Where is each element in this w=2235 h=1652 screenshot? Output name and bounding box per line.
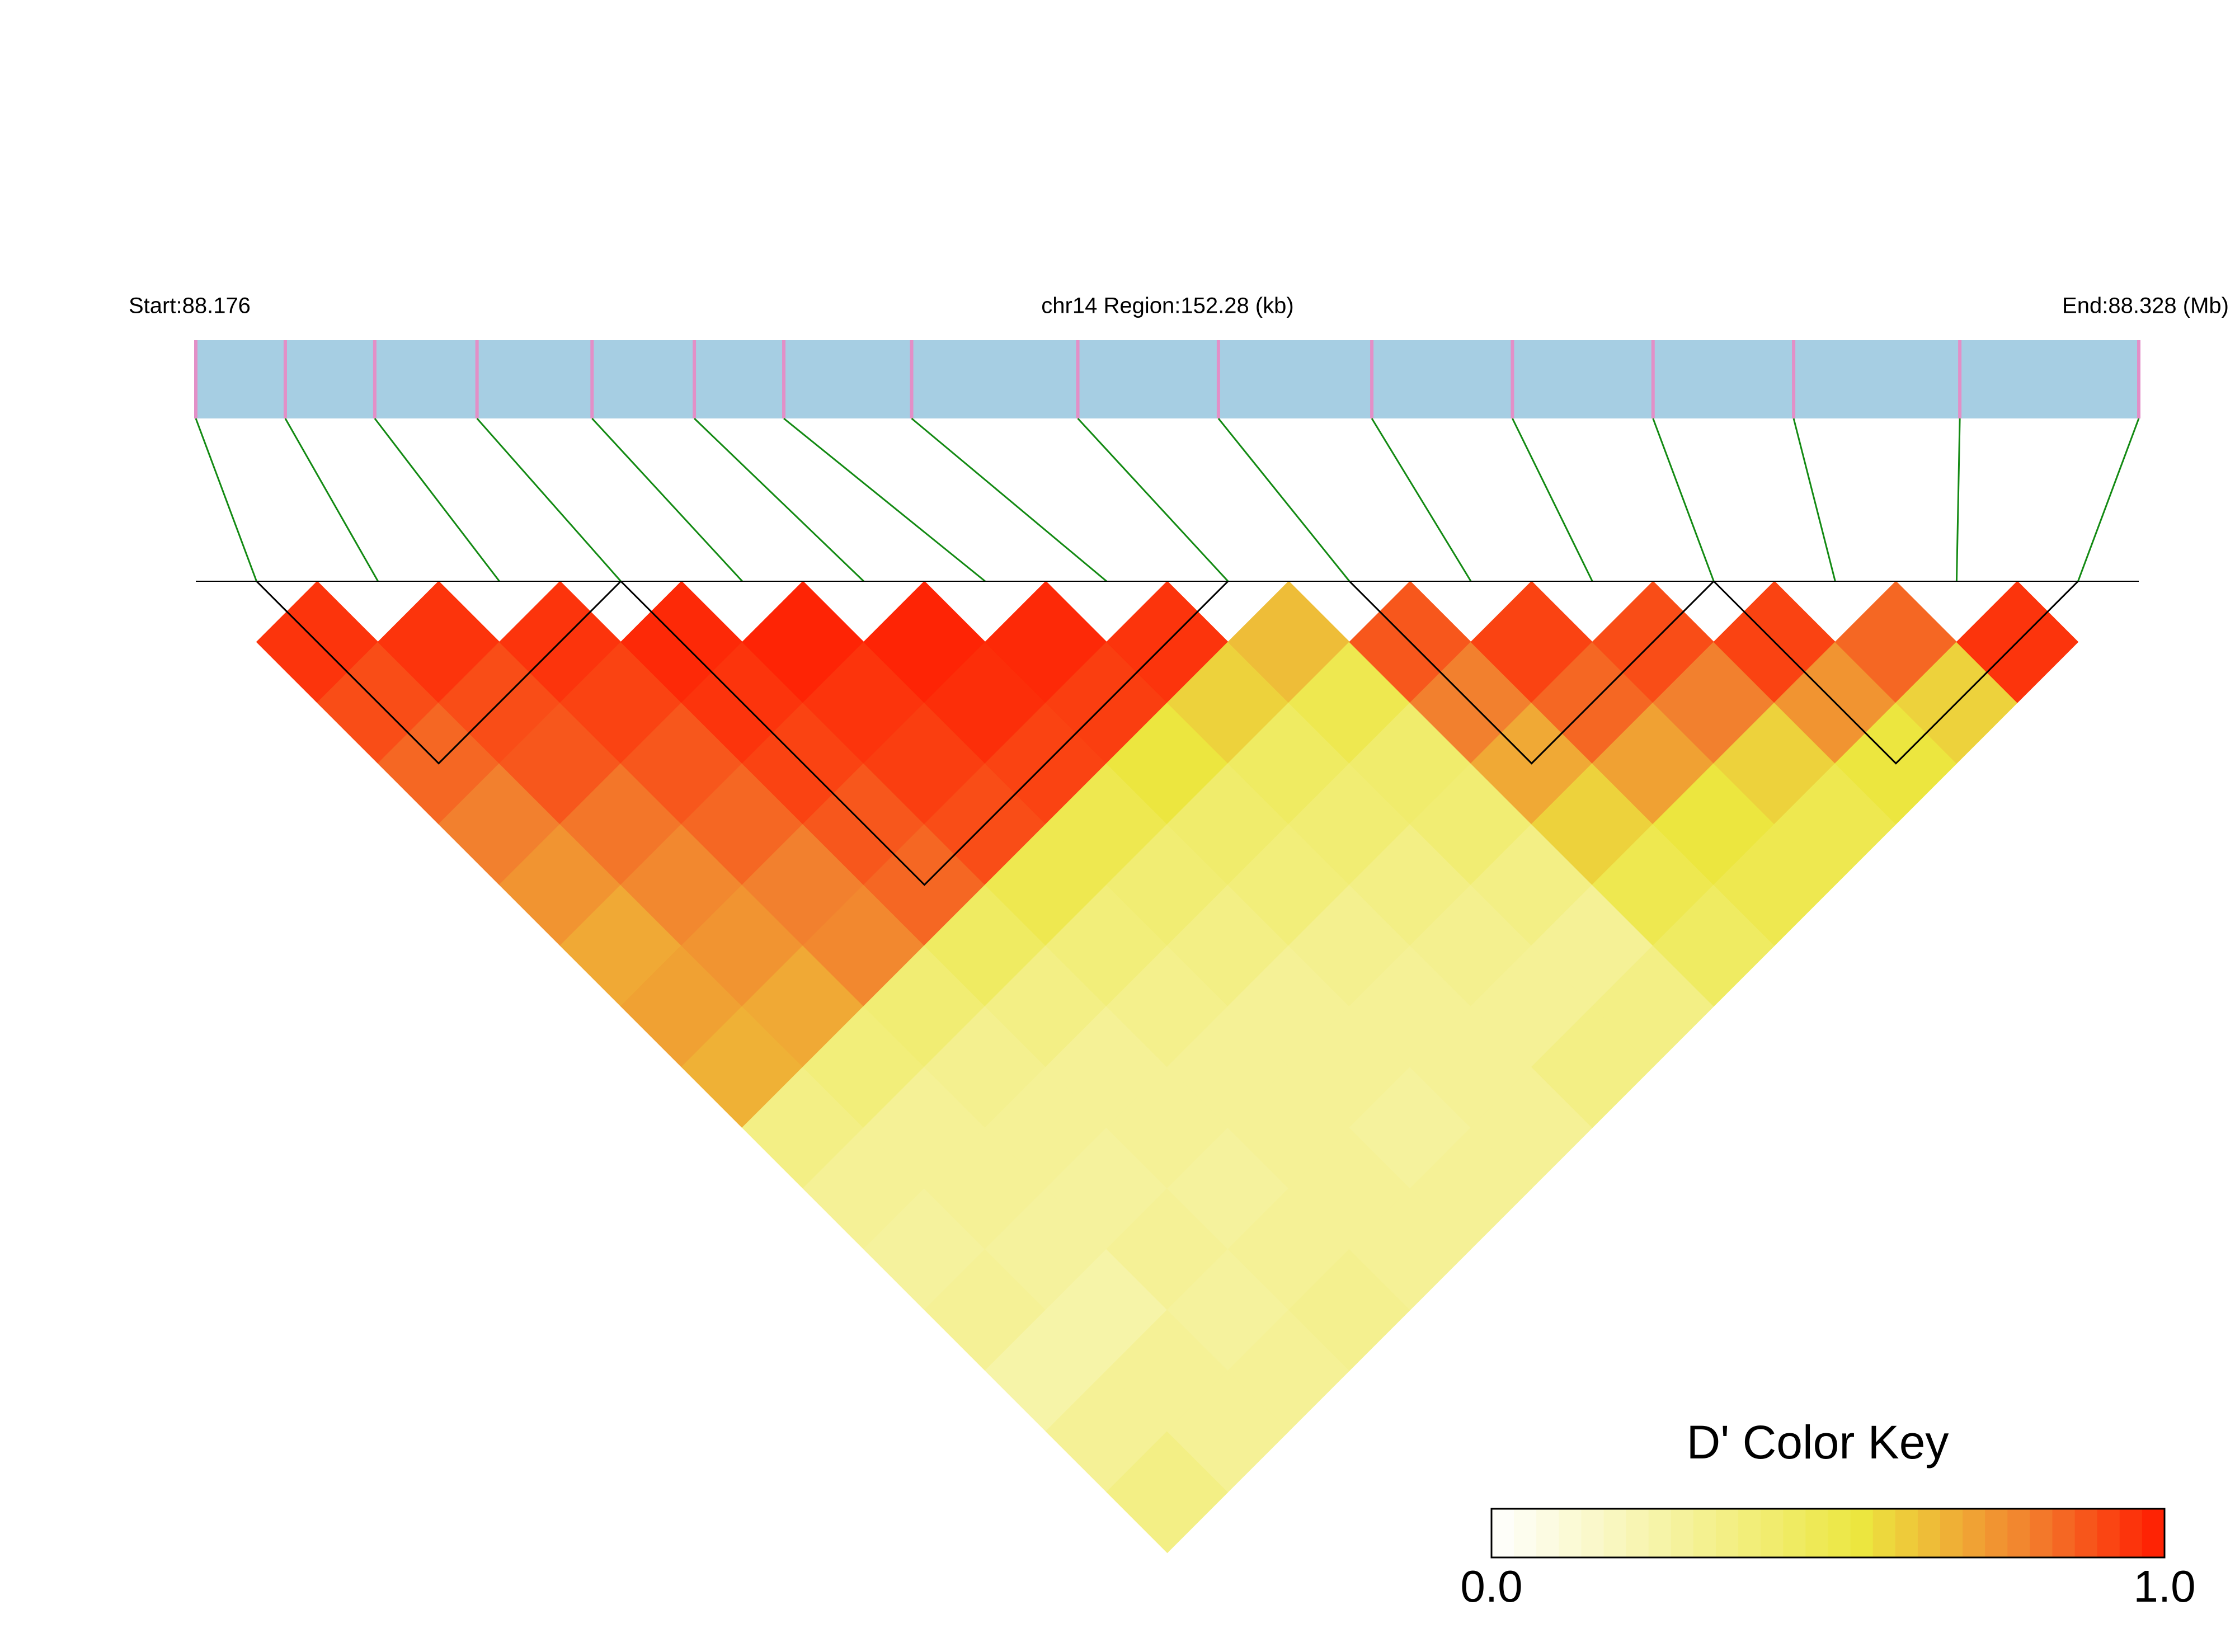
color-key-step [1716, 1509, 1739, 1557]
color-key-step [1514, 1509, 1537, 1557]
ld-block [1713, 580, 2079, 765]
snp-link [476, 418, 622, 582]
snp-link [591, 417, 743, 582]
key-title: D' Color Key [1687, 1416, 1949, 1469]
color-key-step [1626, 1509, 1649, 1557]
snp-link [911, 417, 1107, 582]
color-key-step [1491, 1509, 1515, 1557]
color-key-step [1761, 1509, 1784, 1557]
color-key-step [1895, 1509, 1918, 1557]
color-key-step [1671, 1509, 1694, 1557]
color-key-step [2030, 1509, 2053, 1557]
color-key-step [1963, 1509, 1986, 1557]
color-key-step [2007, 1509, 2031, 1557]
color-key-step [1872, 1509, 1896, 1557]
snp-link [1077, 417, 1229, 582]
start-label: Start:88.176 [129, 294, 251, 318]
ld-block [620, 580, 1229, 886]
snp-link [1955, 418, 1961, 582]
snp-link [374, 418, 500, 582]
color-key-step [1850, 1509, 1874, 1557]
ld-block [1349, 580, 1715, 765]
ld-block [256, 580, 622, 765]
snp-link [195, 418, 257, 582]
color-key-step [2074, 1509, 2098, 1557]
snp-link [1217, 418, 1351, 582]
key-tick-label: 0.0 [1460, 1561, 1522, 1611]
key-tick-label: 1.0 [2133, 1561, 2195, 1611]
snp-link [783, 417, 986, 582]
color-key-step [1940, 1509, 1964, 1557]
color-key-step [2142, 1509, 2165, 1557]
color-key-step [1828, 1509, 1851, 1557]
color-key-step [2097, 1509, 2120, 1557]
color-key-step [1693, 1509, 1716, 1557]
color-key-step [1985, 1509, 2008, 1557]
snp-link [1512, 418, 1593, 582]
color-key-step [1648, 1509, 1672, 1557]
color-key-border [1490, 1508, 2166, 1559]
snp-link [284, 418, 379, 582]
color-key-step [1738, 1509, 1762, 1557]
color-key-step [2052, 1509, 2076, 1557]
color-key-step [1559, 1509, 1582, 1557]
snp-link [2077, 418, 2140, 582]
color-key-step [1536, 1509, 1560, 1557]
snp-link [694, 417, 864, 582]
color-key-step [1917, 1509, 1941, 1557]
region-label: chr14 Region:152.28 (kb) [1041, 294, 1293, 318]
snp-link [1652, 418, 1715, 582]
color-key-step [1603, 1509, 1627, 1557]
snp-link [1792, 418, 1836, 582]
color-key-step [1805, 1509, 1829, 1557]
color-key-step [1783, 1509, 1806, 1557]
color-key-step [2119, 1509, 2143, 1557]
color-key-step [1581, 1509, 1605, 1557]
snp-track [196, 340, 2139, 418]
end-label: End:88.328 (Mb) [2062, 294, 2229, 318]
snp-link [1371, 418, 1472, 582]
